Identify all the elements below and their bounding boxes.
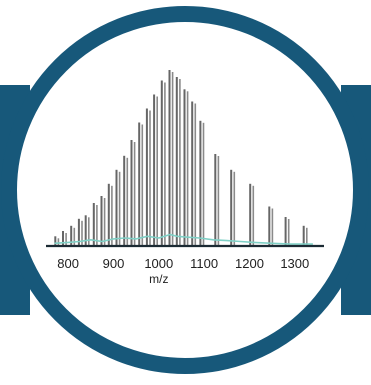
spectrum-bar [54, 236, 60, 246]
baseline-trace [54, 233, 313, 245]
spectrum-bar [214, 154, 220, 245]
x-tick-label: 900 [103, 256, 125, 271]
spectrum-bar [92, 203, 98, 245]
spectrum-bar [183, 89, 189, 246]
spectrum-bar [284, 217, 290, 245]
spectrum-bar [77, 218, 83, 246]
spectrum-bar [268, 206, 274, 245]
spectrum-bar [62, 231, 67, 245]
x-axis-ticks: 800 900 1000 1100 1200 1300 [57, 256, 309, 271]
spectrum-bar [107, 183, 113, 246]
x-tick-label: 1300 [280, 256, 309, 271]
spectrum-bar [199, 120, 205, 246]
spectrum-bar [138, 122, 144, 245]
spectrum-bar [191, 101, 197, 245]
x-tick-label: 800 [57, 256, 79, 271]
x-tick-label: 1100 [190, 256, 218, 271]
spectrum-bar [130, 140, 136, 245]
spectrum-bars [54, 70, 308, 246]
spectrum-bar [123, 155, 129, 246]
spectrum-bar [168, 70, 174, 245]
spectrum-bar [302, 225, 308, 246]
spectrum-bar [145, 108, 151, 245]
x-tick-label: 1200 [235, 256, 264, 271]
spectrum-bar [160, 80, 166, 245]
spectrum-bar [115, 169, 121, 246]
spectrum-bar [84, 215, 90, 246]
x-axis-label: m/z [149, 272, 168, 286]
spectrum-bar [175, 77, 181, 245]
spectrum-bar [153, 94, 158, 245]
spectrum-bar [249, 183, 255, 246]
spectrum-bar [70, 225, 76, 246]
spectrum-bar [100, 196, 106, 245]
spectrum-bar [230, 169, 236, 246]
x-tick-label: 1000 [144, 256, 173, 271]
